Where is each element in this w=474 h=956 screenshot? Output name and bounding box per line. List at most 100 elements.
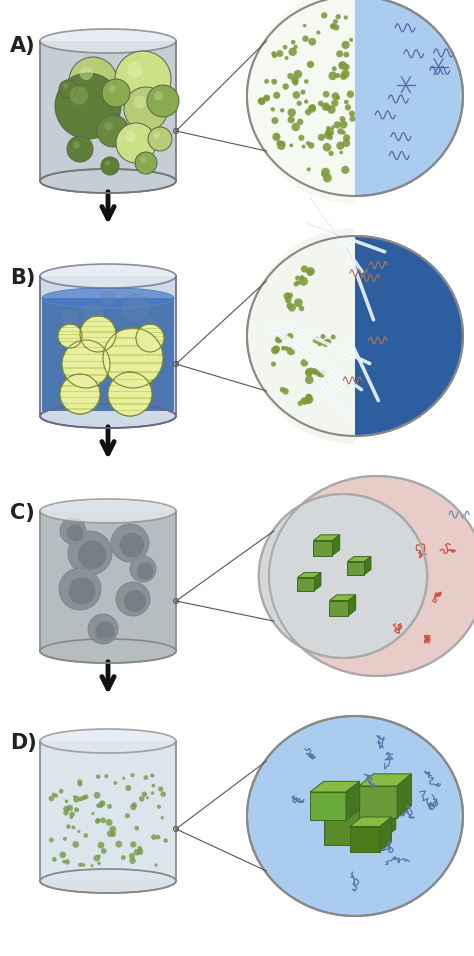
Circle shape xyxy=(284,346,289,351)
Circle shape xyxy=(130,556,156,582)
Circle shape xyxy=(286,302,293,309)
Circle shape xyxy=(264,96,270,100)
Circle shape xyxy=(129,853,135,859)
Circle shape xyxy=(301,399,308,405)
Polygon shape xyxy=(298,573,321,577)
Circle shape xyxy=(275,336,283,343)
Polygon shape xyxy=(329,595,356,600)
Bar xyxy=(103,381,163,388)
Polygon shape xyxy=(359,786,397,818)
Circle shape xyxy=(63,83,68,89)
Bar xyxy=(60,376,100,380)
Circle shape xyxy=(331,99,338,107)
Circle shape xyxy=(327,130,332,135)
Wedge shape xyxy=(247,228,355,444)
Circle shape xyxy=(63,810,69,815)
Ellipse shape xyxy=(40,729,176,753)
Circle shape xyxy=(291,40,295,44)
Circle shape xyxy=(310,104,316,110)
Bar xyxy=(62,348,110,354)
Circle shape xyxy=(298,135,304,141)
Circle shape xyxy=(335,96,340,100)
Wedge shape xyxy=(247,0,355,204)
Bar xyxy=(58,342,82,344)
Circle shape xyxy=(156,835,160,839)
Circle shape xyxy=(136,324,164,352)
Circle shape xyxy=(79,796,83,801)
Circle shape xyxy=(100,801,104,805)
Circle shape xyxy=(305,109,311,116)
Circle shape xyxy=(293,45,298,49)
Circle shape xyxy=(129,858,136,864)
Circle shape xyxy=(334,121,341,128)
Circle shape xyxy=(343,134,350,141)
Circle shape xyxy=(332,66,337,71)
Polygon shape xyxy=(332,534,340,555)
Circle shape xyxy=(55,73,121,139)
Circle shape xyxy=(68,531,112,575)
Circle shape xyxy=(139,796,145,801)
Text: D): D) xyxy=(10,733,37,753)
Polygon shape xyxy=(310,781,360,792)
Circle shape xyxy=(291,76,299,84)
Circle shape xyxy=(67,805,73,811)
Circle shape xyxy=(142,318,158,334)
Ellipse shape xyxy=(40,29,176,53)
Polygon shape xyxy=(376,787,396,845)
Polygon shape xyxy=(350,817,392,827)
Circle shape xyxy=(280,108,284,113)
Circle shape xyxy=(283,293,291,300)
Circle shape xyxy=(297,119,303,125)
Circle shape xyxy=(327,105,336,114)
Circle shape xyxy=(150,773,155,777)
Circle shape xyxy=(49,837,54,842)
Circle shape xyxy=(282,388,289,395)
Circle shape xyxy=(88,614,118,644)
Bar xyxy=(136,345,164,348)
Circle shape xyxy=(161,816,164,819)
Polygon shape xyxy=(40,276,176,416)
Circle shape xyxy=(341,70,350,78)
Bar xyxy=(108,399,152,403)
Bar xyxy=(58,338,82,341)
Circle shape xyxy=(101,157,119,175)
Circle shape xyxy=(333,19,338,24)
Circle shape xyxy=(98,803,103,808)
Circle shape xyxy=(73,795,80,803)
Circle shape xyxy=(144,775,148,780)
Circle shape xyxy=(304,79,309,84)
Circle shape xyxy=(111,524,149,562)
Circle shape xyxy=(308,142,314,149)
Circle shape xyxy=(108,84,116,93)
Circle shape xyxy=(128,62,143,77)
Polygon shape xyxy=(347,561,365,575)
Circle shape xyxy=(289,143,293,147)
Circle shape xyxy=(277,336,283,342)
Circle shape xyxy=(82,863,85,867)
Circle shape xyxy=(295,275,300,281)
Circle shape xyxy=(328,151,334,156)
Circle shape xyxy=(283,45,287,50)
Circle shape xyxy=(340,73,347,80)
Circle shape xyxy=(280,141,285,146)
Circle shape xyxy=(83,794,89,799)
Polygon shape xyxy=(359,773,411,786)
Circle shape xyxy=(339,62,345,69)
Circle shape xyxy=(328,135,333,141)
Circle shape xyxy=(164,838,168,843)
Circle shape xyxy=(77,779,82,785)
Circle shape xyxy=(305,369,313,377)
Circle shape xyxy=(121,856,126,860)
Bar xyxy=(58,328,82,331)
Circle shape xyxy=(333,24,339,31)
Ellipse shape xyxy=(40,404,176,428)
Circle shape xyxy=(82,303,104,325)
Circle shape xyxy=(99,800,105,807)
Bar xyxy=(136,333,164,336)
Circle shape xyxy=(281,346,286,351)
Bar xyxy=(108,392,152,397)
Circle shape xyxy=(106,819,113,826)
Circle shape xyxy=(284,56,289,60)
Bar xyxy=(108,374,152,379)
Polygon shape xyxy=(397,773,411,818)
